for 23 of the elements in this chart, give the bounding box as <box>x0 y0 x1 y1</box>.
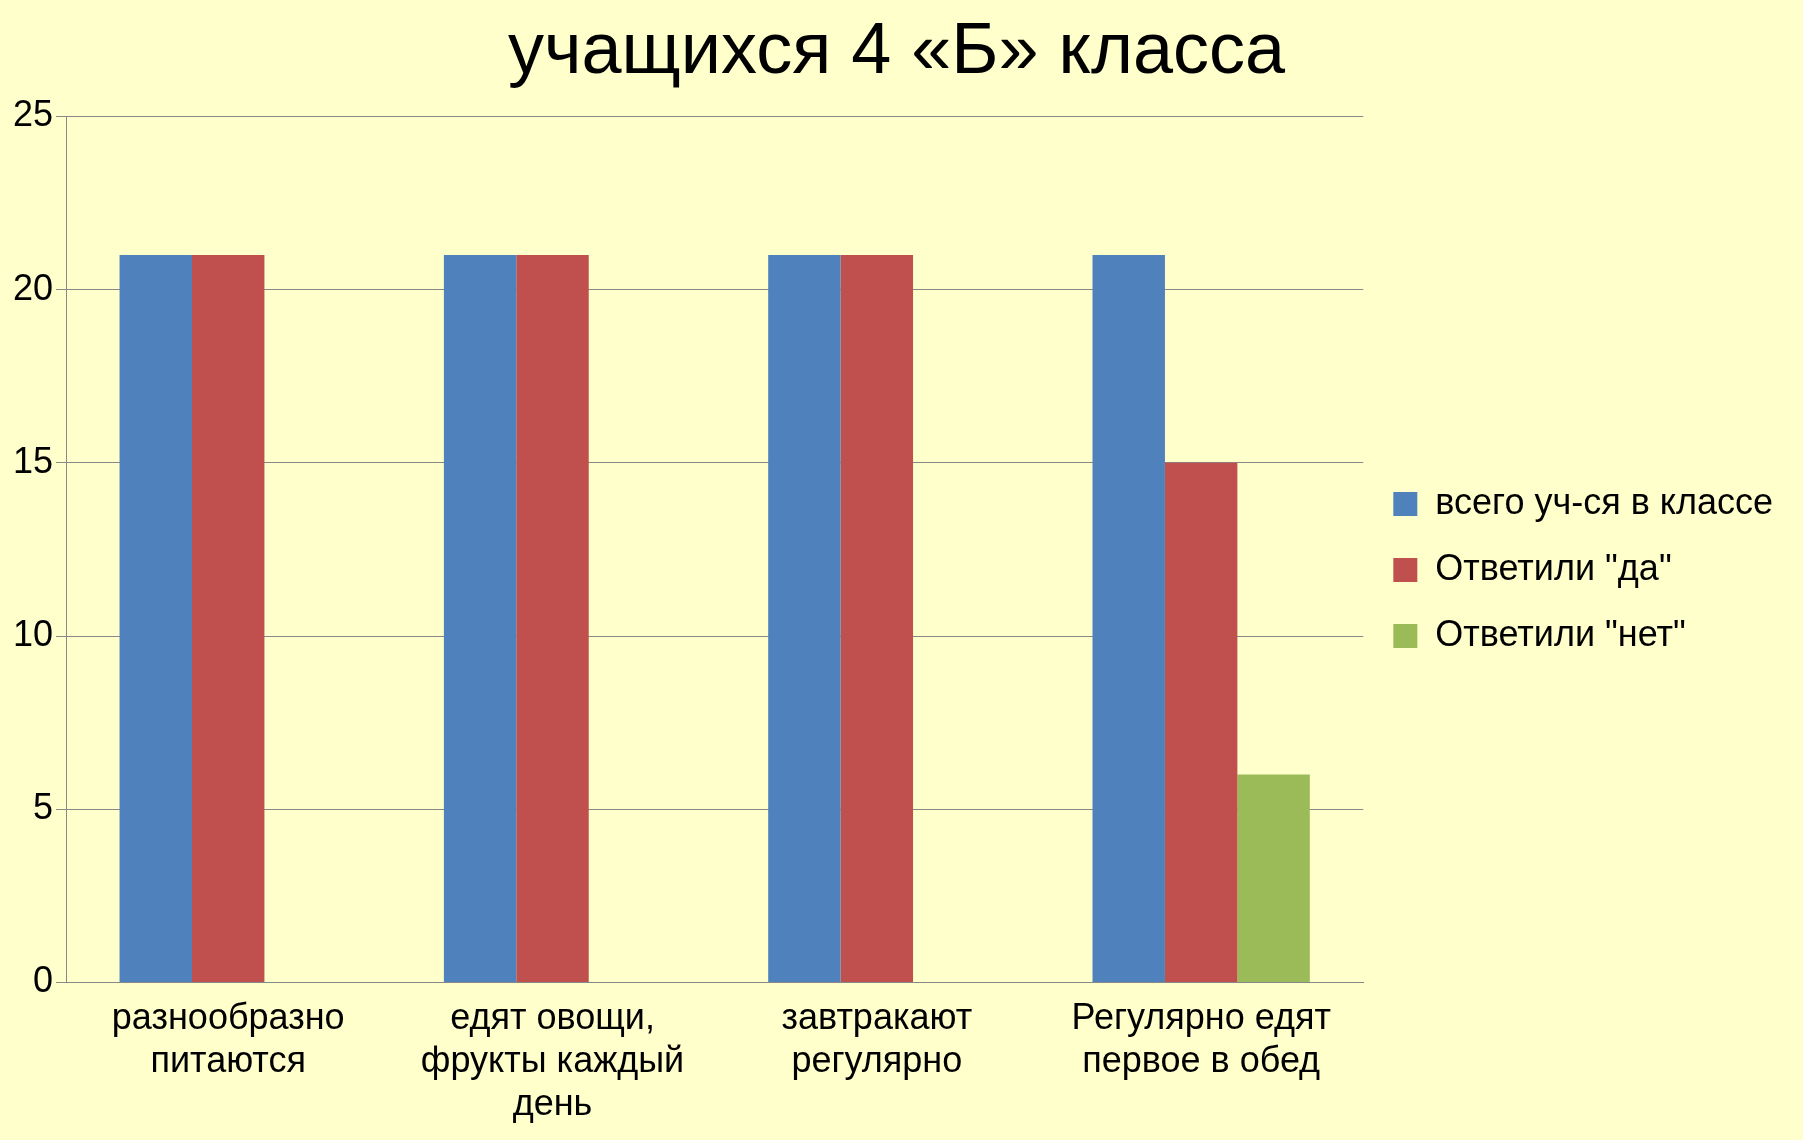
y-tick-label: 25 <box>13 93 54 135</box>
x-tick-label: едят овощи, фрукты каждый день <box>420 995 685 1124</box>
bar <box>516 254 589 982</box>
x-tick-label: разнообразно питаются <box>111 995 345 1081</box>
y-tick-label: 5 <box>33 786 54 828</box>
bar <box>1164 462 1238 982</box>
bar <box>443 254 517 982</box>
bar <box>840 254 914 982</box>
bar <box>1237 774 1310 982</box>
bar <box>768 254 841 982</box>
y-tick-label: 15 <box>13 439 54 481</box>
legend-label: всего уч-ся в классе <box>1435 480 1774 522</box>
bar <box>119 254 192 982</box>
y-tick-label: 10 <box>13 612 54 654</box>
legend-label: Ответили "да" <box>1435 546 1672 588</box>
bar <box>191 254 265 982</box>
legend-label: Ответили "нет" <box>1435 612 1686 654</box>
y-tick-label: 0 <box>33 959 54 1001</box>
x-tick-label: Регулярно едят первое в обед <box>1071 995 1331 1081</box>
chart-title: учащихся 4 «Б» класса <box>508 8 1286 89</box>
x-tick-label: завтракают регулярно <box>781 995 973 1081</box>
y-tick-label: 20 <box>13 266 54 308</box>
bar <box>1092 254 1165 982</box>
